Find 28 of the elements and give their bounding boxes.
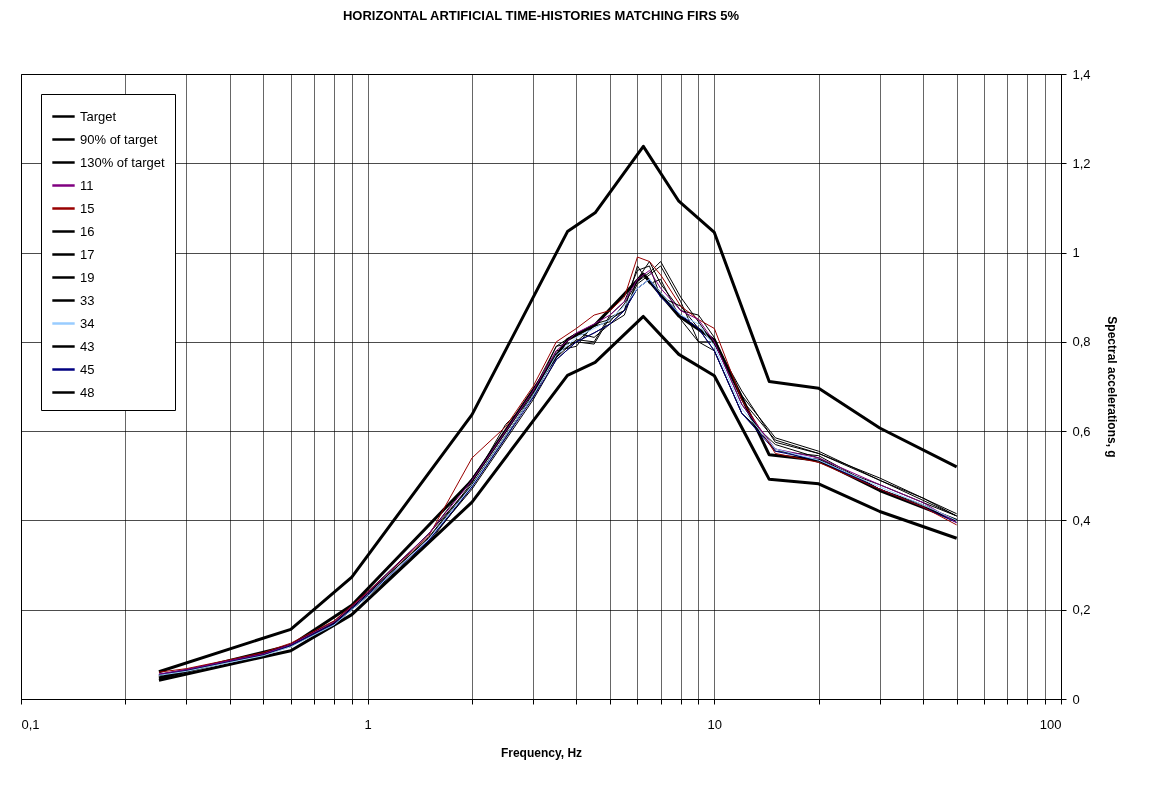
y-tick-label: 1,2: [1072, 155, 1091, 171]
x-axis-title: Frequency, Hz: [500, 745, 583, 760]
legend-label: 16: [80, 223, 95, 239]
legend-label: Target: [80, 108, 117, 124]
legend-label: 19: [80, 269, 95, 285]
x-tick-label: 10: [707, 716, 723, 732]
legend-label: 11: [80, 177, 94, 193]
legend-label: 48: [80, 384, 95, 400]
x-tick-label: 0,1: [21, 716, 40, 732]
y-tick-label: 0,6: [1072, 423, 1091, 439]
y-tick-label: 0: [1072, 691, 1080, 707]
legend-label: 34: [80, 315, 95, 331]
x-tick-label: 100: [1039, 716, 1062, 732]
legend-label: 15: [80, 200, 95, 216]
y-tick-label: 1: [1072, 245, 1080, 261]
legend-label: 130% of target: [80, 154, 165, 170]
y-tick-label: 0,2: [1072, 602, 1091, 618]
legend-label: 43: [80, 338, 95, 354]
legend-label: 90% of target: [80, 131, 158, 147]
chart-title: HORIZONTAL ARTIFICIAL TIME-HISTORIES MATCHING FIRS 5%: [342, 8, 740, 23]
legend-label: 17: [80, 246, 95, 262]
y-tick-label: 0,4: [1072, 512, 1091, 528]
x-tick-label: 1: [364, 716, 372, 732]
legend-label: 33: [80, 292, 95, 308]
y-tick-label: 0,8: [1072, 334, 1091, 350]
y-axis-title: Spectral accelerations, g: [1104, 316, 1119, 458]
legend-label: 45: [80, 361, 95, 377]
y-tick-label: 1,4: [1072, 66, 1091, 82]
